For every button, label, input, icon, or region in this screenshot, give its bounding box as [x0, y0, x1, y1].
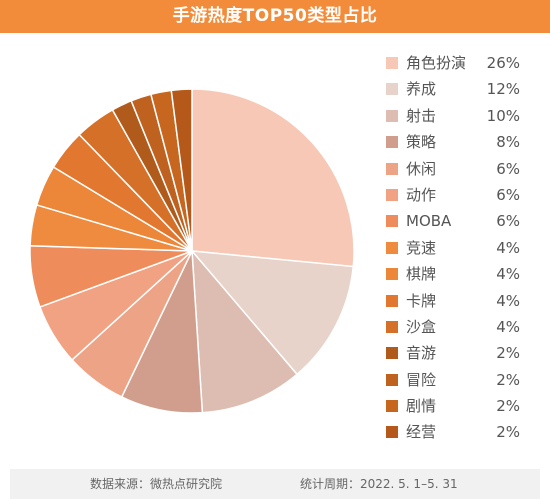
legend-item: 动作 6% [382, 182, 532, 208]
legend-value: 10% [486, 106, 520, 125]
legend-swatch [386, 241, 398, 254]
legend-swatch [386, 268, 398, 281]
legend-swatch [386, 347, 398, 360]
legend: 角色扮演 26% 养成 12% 射击 10% 策略 8% 休闲 6% 动作 6% MOBA 6% 竞速 4% 棋… [382, 50, 532, 446]
legend-label: 射击 [406, 106, 437, 125]
pie-chart [29, 88, 355, 414]
footer: 数据来源：微热点研究院 统计周期：2022. 5. 1–5. 31 [10, 469, 540, 499]
legend-swatch [386, 188, 398, 201]
legend-value: 4% [496, 291, 520, 310]
legend-item: 竞速 4% [382, 235, 532, 261]
legend-item: 冒险 2% [382, 367, 532, 393]
legend-item: 角色扮演 26% [382, 50, 532, 76]
legend-value: 2% [496, 370, 520, 389]
pie-slice-经营 [170, 88, 193, 252]
legend-value: 12% [486, 80, 520, 99]
legend-label: 冒险 [406, 370, 437, 389]
legend-value: 4% [496, 265, 520, 284]
legend-value: 4% [496, 238, 520, 257]
legend-item: 音游 2% [382, 340, 532, 366]
legend-item: 沙盒 4% [382, 314, 532, 340]
legend-label: 音游 [406, 344, 437, 363]
legend-label: 棋牌 [406, 265, 437, 284]
legend-label: 经营 [406, 423, 437, 442]
legend-value: 6% [496, 185, 520, 204]
legend-swatch [386, 426, 398, 439]
legend-swatch [386, 373, 398, 386]
legend-label: 养成 [406, 80, 437, 99]
legend-swatch [386, 320, 398, 333]
legend-label: 策略 [406, 133, 437, 152]
pie-slice-角色扮演 [191, 88, 355, 268]
legend-value: 4% [496, 317, 520, 336]
legend-label: 休闲 [406, 159, 437, 178]
title-bar: 手游热度TOP50类型占比 [0, 0, 550, 33]
statistics-period: 统计周期：2022. 5. 1–5. 31 [300, 477, 458, 491]
legend-label: 沙盒 [406, 317, 437, 336]
legend-swatch [386, 400, 398, 413]
legend-item: 养成 12% [382, 76, 532, 102]
legend-label: 动作 [406, 185, 437, 204]
chart-area: 角色扮演 26% 养成 12% 射击 10% 策略 8% 休闲 6% 动作 6% MOBA 6% 竞速 4% 棋… [0, 33, 550, 466]
legend-swatch [386, 215, 398, 228]
legend-swatch [386, 83, 398, 96]
pie-slice-射击 [191, 248, 299, 414]
legend-swatch [386, 294, 398, 307]
legend-value: 2% [496, 344, 520, 363]
legend-value: 6% [496, 159, 520, 178]
legend-label: 竞速 [406, 238, 437, 257]
legend-item: 棋牌 4% [382, 261, 532, 287]
legend-item: 经营 2% [382, 419, 532, 445]
legend-item: 策略 8% [382, 129, 532, 155]
legend-item: MOBA 6% [382, 208, 532, 234]
legend-label: 角色扮演 [406, 54, 467, 72]
legend-swatch [386, 57, 398, 69]
legend-item: 休闲 6% [382, 156, 532, 182]
legend-value: 2% [496, 423, 520, 442]
legend-item: 剧情 2% [382, 393, 532, 419]
pie-slice-养成 [190, 250, 355, 376]
legend-label: 卡牌 [406, 291, 437, 310]
legend-value: 2% [496, 397, 520, 416]
legend-value: 8% [496, 133, 520, 152]
chart-title: 手游热度TOP50类型占比 [172, 6, 378, 26]
legend-item: 卡牌 4% [382, 288, 532, 314]
legend-item: 射击 10% [382, 103, 532, 129]
legend-label: MOBA [406, 212, 452, 231]
legend-value: 26% [486, 54, 520, 72]
data-source: 数据来源：微热点研究院 [90, 477, 223, 491]
legend-value: 6% [496, 212, 520, 231]
legend-label: 剧情 [406, 397, 437, 416]
legend-swatch [386, 162, 398, 175]
legend-swatch [386, 136, 398, 149]
legend-swatch [386, 109, 398, 122]
